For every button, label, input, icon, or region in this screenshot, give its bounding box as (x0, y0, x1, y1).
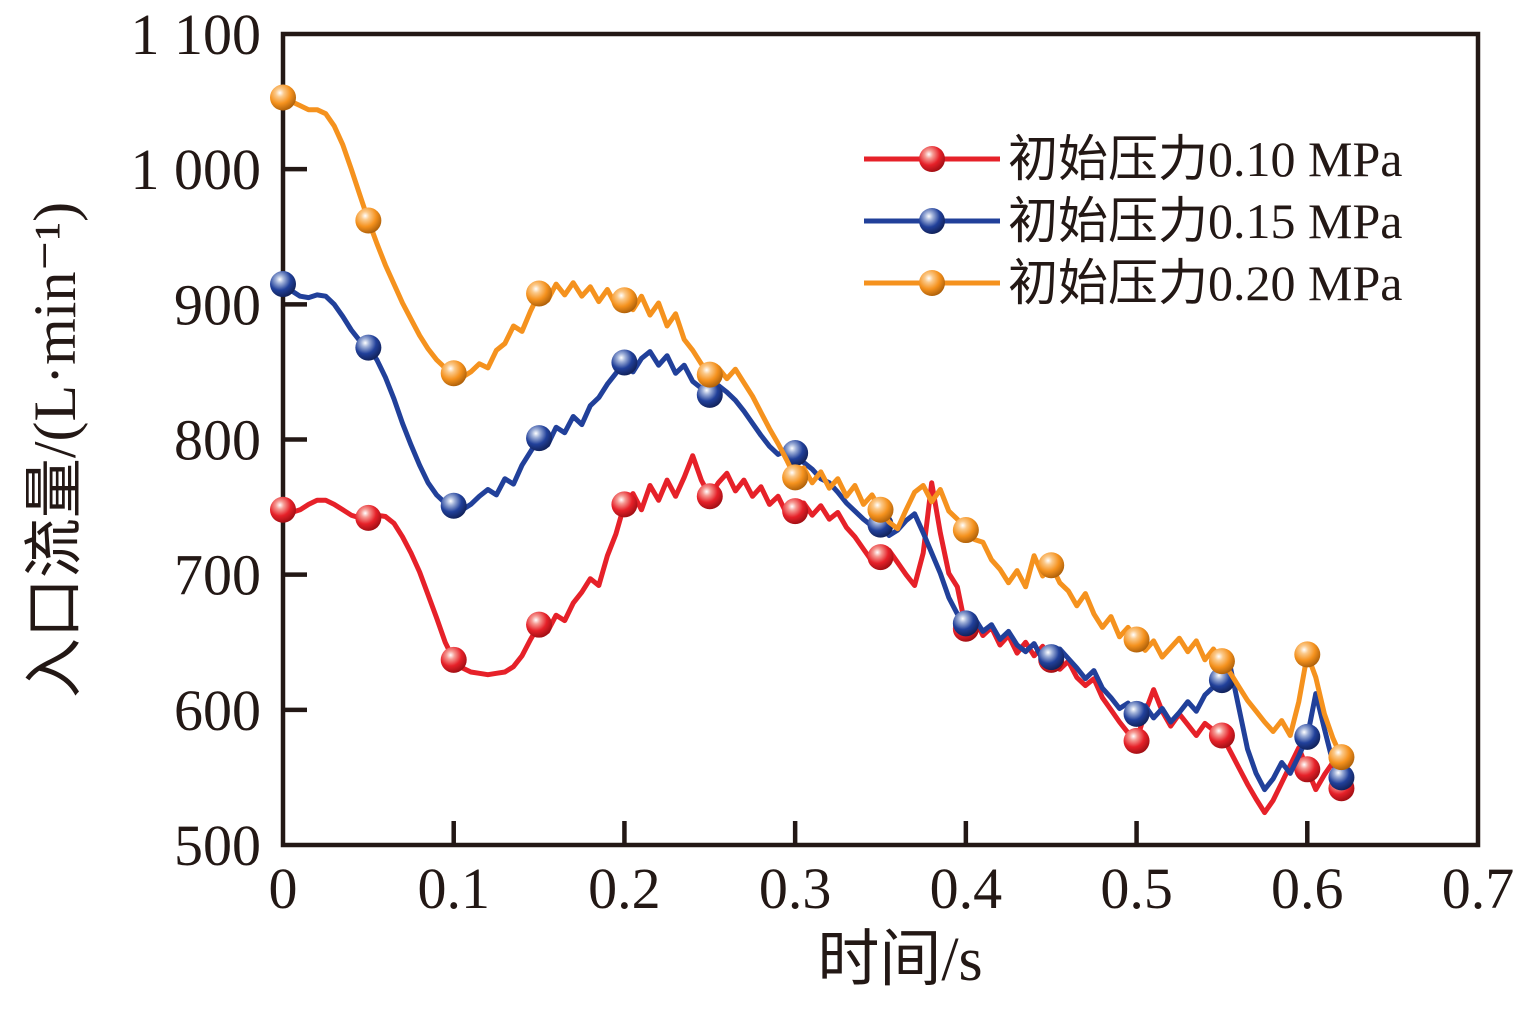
x-tick-label: 0 (269, 856, 298, 921)
data-point-marker (611, 349, 638, 376)
legend-marker-icon (864, 146, 1000, 172)
y-tick-label: 500 (174, 813, 261, 878)
x-tick-label: 0.5 (1100, 856, 1173, 921)
data-point-marker (782, 464, 809, 491)
legend-item-2: 初始压力0.20 MPa (862, 252, 1402, 314)
legend-label: 初始压力0.10 MPa (1008, 131, 1403, 187)
data-point-marker (867, 544, 894, 571)
data-point-marker (1208, 648, 1235, 675)
data-point-marker (1328, 764, 1355, 791)
data-point-marker (355, 207, 382, 234)
legend-marker-icon (864, 270, 1000, 296)
data-point-marker (526, 280, 553, 307)
legend-item-1: 初始压力0.15 MPa (862, 190, 1402, 252)
data-point-marker (440, 492, 467, 519)
y-axis-title: 入口流量/(L·min⁻¹) (22, 201, 88, 699)
y-tick-label: 900 (174, 272, 261, 337)
x-tick-label: 0.2 (588, 856, 661, 921)
data-point-marker (952, 610, 979, 637)
y-tick-label: 600 (174, 678, 261, 743)
data-point-marker (1123, 700, 1150, 727)
legend-item-0: 初始压力0.10 MPa (862, 128, 1402, 190)
y-tick-label: 800 (174, 408, 261, 473)
data-point-marker (1208, 722, 1235, 749)
x-axis-title: 时间/s (817, 926, 983, 994)
data-point-marker (1294, 641, 1321, 668)
data-point-marker (355, 334, 382, 361)
legend-label: 初始压力0.15 MPa (1008, 193, 1403, 249)
data-point-marker (270, 271, 296, 298)
data-point-marker (1328, 744, 1355, 771)
data-point-marker (782, 498, 809, 525)
y-tick-label: 1 000 (131, 137, 262, 202)
data-point-marker (611, 287, 638, 314)
x-tick-label: 0.4 (930, 856, 1003, 921)
legend: 初始压力0.10 MPa 初始压力0.15 MPa 初始压力0.20 MPa (862, 128, 1402, 314)
data-point-marker (1038, 644, 1065, 671)
data-point-marker (1294, 723, 1321, 750)
data-point-marker (526, 611, 553, 638)
data-point-marker (526, 425, 553, 452)
data-point-marker (696, 361, 723, 388)
series-line-1 (280, 281, 1344, 793)
x-tick-label: 0.7 (1442, 856, 1515, 921)
data-point-marker (696, 381, 723, 408)
data-point-marker (1123, 626, 1150, 653)
data-point-marker (696, 483, 723, 510)
data-point-marker (1123, 727, 1150, 754)
data-point-marker (952, 517, 979, 544)
x-tick-label: 0.6 (1271, 856, 1344, 921)
data-point-marker (270, 84, 296, 111)
y-tick-label: 1 100 (131, 2, 262, 67)
data-point-marker (1294, 756, 1321, 783)
data-point-marker (440, 646, 467, 673)
data-point-marker (440, 360, 467, 387)
data-point-marker (867, 496, 894, 523)
data-point-marker (270, 496, 296, 523)
x-tick-label: 0.3 (759, 856, 832, 921)
data-point-marker (611, 491, 638, 518)
legend-marker-icon (864, 208, 1000, 234)
legend-label: 初始压力0.20 MPa (1008, 255, 1403, 311)
data-point-marker (355, 504, 382, 531)
x-tick-label: 0.1 (417, 856, 490, 921)
y-tick-label: 700 (174, 543, 261, 608)
data-point-marker (1038, 552, 1065, 579)
